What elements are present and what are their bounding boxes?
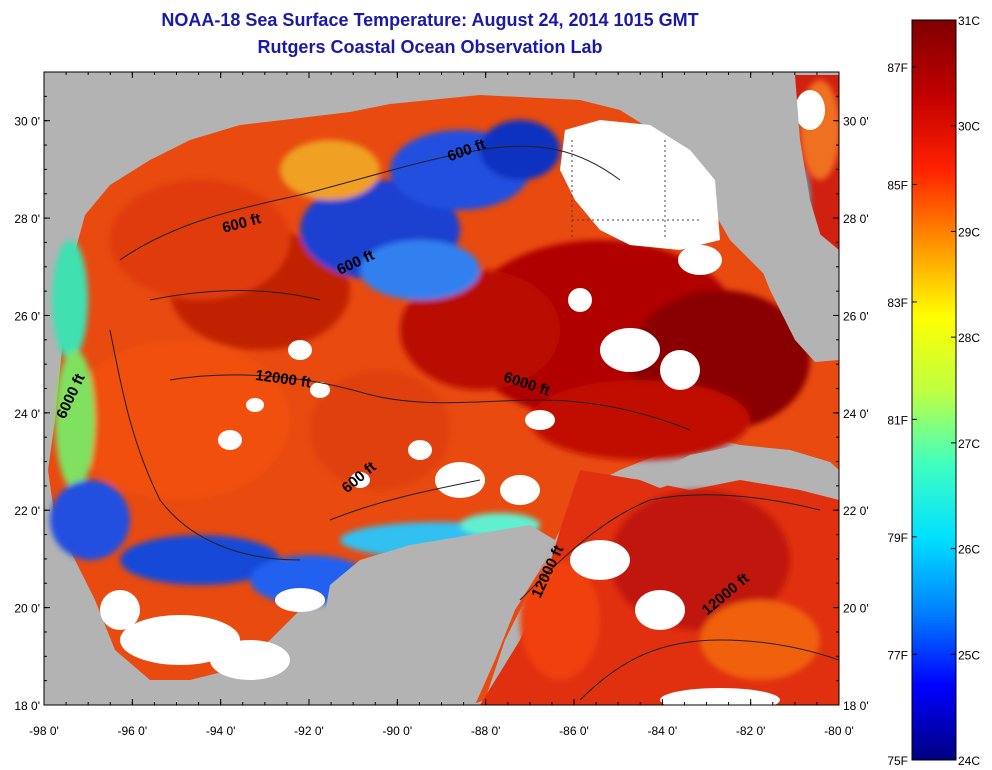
colorbar-label-celsius: 30C	[958, 120, 980, 134]
x-tick-label: -96 0'	[118, 724, 148, 738]
y-tick-label: 18 0'	[14, 699, 40, 713]
x-tick-label: -86 0'	[559, 724, 589, 738]
colorbar-label-celsius: 26C	[958, 543, 980, 557]
colorbar-label-fahrenheit: 85F	[887, 178, 908, 192]
y-tick-label: 26 0'	[14, 309, 40, 323]
map-title: NOAA-18 Sea Surface Temperature: August …	[161, 10, 699, 30]
x-tick-label: -90 0'	[383, 724, 413, 738]
x-tick-label: -88 0'	[471, 724, 501, 738]
x-tick-label: -92 0'	[294, 724, 324, 738]
x-tick-label: -80 0'	[824, 724, 854, 738]
colorbar-label-celsius: 31C	[958, 14, 980, 28]
colorbar-label-fahrenheit: 79F	[887, 531, 908, 545]
y-tick-label: 30 0'	[14, 115, 40, 129]
yucatan-landmass	[320, 525, 555, 705]
x-tick-label: -98 0'	[29, 724, 59, 738]
x-tick-label: -94 0'	[206, 724, 236, 738]
colorbar-gradient	[911, 19, 957, 761]
y-tick-label-right: 28 0'	[843, 212, 869, 226]
y-tick-label-right: 24 0'	[843, 407, 869, 421]
y-tick-label-right: 30 0'	[843, 115, 869, 129]
y-tick-label-right: 20 0'	[843, 602, 869, 616]
y-tick-label-right: 18 0'	[843, 699, 869, 713]
colorbar-label-fahrenheit: 87F	[887, 61, 908, 75]
y-tick-label: 20 0'	[14, 602, 40, 616]
colorbar-label-celsius: 25C	[958, 648, 980, 662]
lat-lon-grid	[571, 140, 700, 240]
colorbar-label-celsius: 29C	[958, 225, 980, 239]
colorbar-label-fahrenheit: 75F	[887, 754, 908, 768]
colorbar: 24C 25C 26C 27C 28C 29C 30C 31C 75F 77F 79F 81F 83F 8…	[887, 14, 980, 768]
florida-landmass	[690, 75, 839, 362]
y-tick-label: 24 0'	[14, 407, 40, 421]
colorbar-label-fahrenheit: 83F	[887, 296, 908, 310]
colorbar-label-celsius: 24C	[958, 754, 980, 768]
cuba-landmass	[640, 445, 839, 488]
x-tick-label: -82 0'	[736, 724, 766, 738]
y-tick-label: 28 0'	[14, 212, 40, 226]
y-tick-label-right: 22 0'	[843, 504, 869, 518]
bathymetry-contours	[109, 145, 839, 701]
colorbar-label-celsius: 28C	[958, 331, 980, 345]
x-tick-label: -84 0'	[648, 724, 678, 738]
map-axes: -98 0' -96 0' -94 0' -92 0' -90 0' -88 0' -86 …	[14, 71, 869, 738]
y-tick-label-right: 26 0'	[843, 309, 869, 323]
colorbar-label-fahrenheit: 77F	[887, 648, 908, 662]
colorbar-label-celsius: 27C	[958, 437, 980, 451]
colorbar-label-fahrenheit: 81F	[887, 413, 908, 427]
y-tick-label: 22 0'	[14, 504, 40, 518]
cloud-mask	[100, 90, 825, 705]
map-subtitle: Rutgers Coastal Ocean Observation Lab	[257, 37, 603, 57]
